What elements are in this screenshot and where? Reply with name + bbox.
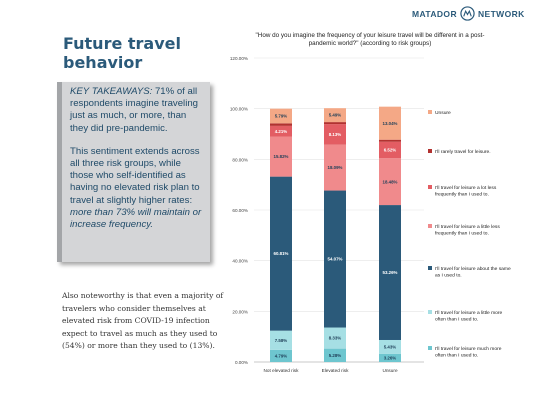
- y-tick-label: 20.00%: [232, 309, 248, 314]
- data-label: 3.26%: [384, 355, 397, 360]
- data-label: 8.33%: [329, 336, 342, 341]
- y-tick-label: 0.00%: [235, 360, 248, 365]
- x-tick-label: Unsure: [382, 368, 398, 373]
- y-tick-label: 100.00%: [230, 107, 248, 112]
- bar-segment: [270, 349, 292, 362]
- bar-segment: [324, 190, 346, 328]
- legend-swatch: [428, 224, 432, 228]
- takeaways-lead-text: 71% of all respondents imagine traveling…: [70, 86, 198, 134]
- bar-segment: [324, 327, 346, 349]
- data-label: 6.52%: [384, 148, 397, 153]
- legend-swatch: [428, 346, 432, 350]
- bar-segment: [379, 158, 401, 206]
- legend-swatch: [428, 185, 432, 189]
- y-tick-label: 40.00%: [232, 259, 248, 264]
- legend-label: I'll rarely travel for leisure.: [435, 149, 491, 155]
- data-label: 5.28%: [329, 353, 342, 358]
- y-tick-label: 120.00%: [230, 56, 248, 61]
- data-label: 4.79%: [275, 354, 288, 359]
- data-label: 18.09%: [328, 165, 343, 170]
- data-label: 53.26%: [383, 270, 398, 275]
- chart-title-line-2: pandemic world?" (according to risk grou…: [309, 40, 432, 47]
- legend-label: I'll travel for leisure a little less fre…: [435, 224, 500, 237]
- y-tick-label: 60.00%: [232, 208, 248, 213]
- brand-name: MATADOR: [412, 8, 457, 19]
- legend-swatch: [428, 310, 432, 314]
- brand-logo: MATADOR NETWORK: [412, 6, 525, 21]
- bar-segment: [270, 108, 292, 124]
- bar-segment: [270, 123, 292, 126]
- legend-label: I'll travel for leisure about the same as…: [435, 266, 511, 279]
- takeaways-body-text: This sentiment extends across all three …: [70, 145, 200, 206]
- data-label: 5.49%: [329, 113, 342, 118]
- data-label: 54.07%: [328, 257, 343, 262]
- chart-title-line-1: "How do you imagine the frequency of you…: [256, 32, 485, 39]
- data-label: 5.79%: [275, 114, 288, 119]
- legend-label: I'll travel for leisure a lot less freque…: [435, 185, 497, 198]
- y-tick-label: 80.00%: [232, 157, 248, 162]
- takeaways-emphasis: more than 73% will maintain or increase …: [70, 206, 202, 231]
- key-takeaways-box: KEY TAKEAWAYS: 71% of all respondents im…: [57, 82, 210, 262]
- bar-segment: [324, 108, 346, 123]
- x-tick-label: Not elevated risk: [264, 368, 300, 373]
- data-label: 18.48%: [383, 179, 398, 184]
- data-label: 13.04%: [383, 121, 398, 126]
- data-label: 7.58%: [275, 338, 288, 343]
- bar-segment: [270, 330, 292, 350]
- takeaways-body: This sentiment extends across all three …: [70, 146, 202, 231]
- page-title: Future travel behavior: [63, 34, 181, 72]
- bar-segment: [324, 144, 346, 191]
- bar-segment: [324, 348, 346, 362]
- data-label: 60.81%: [274, 251, 289, 256]
- bar-segment: [324, 124, 346, 145]
- note-paragraph: Also noteworthy is that even a majority …: [62, 291, 224, 350]
- legend-label: I'll travel for leisure much more often t…: [435, 346, 502, 359]
- data-label: 5.43%: [384, 344, 397, 349]
- bar-segment: [379, 106, 401, 140]
- bar-segment: [270, 136, 292, 177]
- takeaways-label: KEY TAKEAWAYS:: [70, 86, 153, 97]
- takeaways-lead: KEY TAKEAWAYS: 71% of all respondents im…: [70, 86, 202, 135]
- legend-label: Unsure: [435, 110, 451, 116]
- data-label: 8.13%: [329, 132, 342, 137]
- bar-segment: [379, 141, 401, 159]
- matador-logo-icon: [460, 6, 475, 21]
- bar-segment: [270, 125, 292, 137]
- bar-segment: [379, 339, 401, 354]
- legend-swatch: [428, 149, 432, 153]
- legend-swatch: [428, 266, 432, 270]
- data-label: 15.82%: [274, 154, 289, 159]
- legend-label: I'll travel for leisure a little more oft…: [435, 310, 503, 323]
- bar-segment: [270, 176, 292, 331]
- data-label: 4.21%: [275, 129, 288, 134]
- bar-segment: [379, 139, 401, 142]
- bar-segment: [379, 205, 401, 340]
- x-tick-label: Elevated risk: [322, 368, 349, 373]
- bar-segment: [379, 353, 401, 362]
- bar-segment: [324, 122, 346, 125]
- brand-name-2: NETWORK: [477, 8, 525, 19]
- legend-swatch: [428, 110, 432, 114]
